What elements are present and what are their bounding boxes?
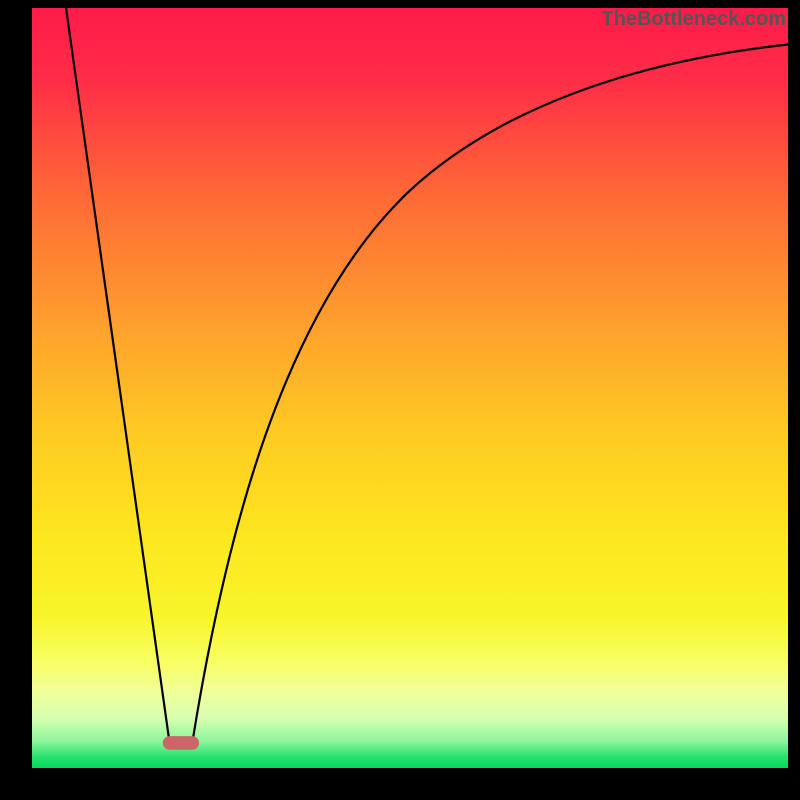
chart-svg [0,0,800,800]
watermark-text: TheBottleneck.com [602,8,786,31]
valley-marker [163,736,199,750]
chart-frame: TheBottleneck.com [0,0,800,800]
plot-background [32,8,788,768]
